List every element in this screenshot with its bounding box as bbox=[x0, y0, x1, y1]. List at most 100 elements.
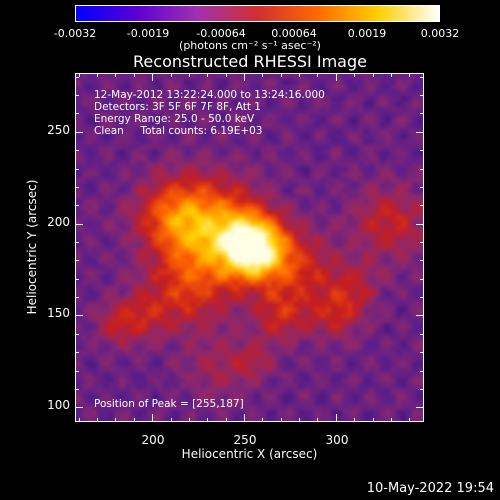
axis-tick bbox=[75, 278, 79, 280]
colorbar-tick: 0.0032 bbox=[420, 27, 460, 40]
axis-tick bbox=[420, 297, 424, 299]
annotation-peak: Position of Peak = [255,187] bbox=[94, 398, 244, 410]
axis-tick bbox=[170, 418, 172, 422]
axis-tick bbox=[280, 73, 282, 77]
axis-tick bbox=[299, 418, 301, 422]
axis-tick bbox=[409, 73, 411, 77]
x-axis-label: Heliocentric X (arcsec) bbox=[181, 447, 318, 461]
axis-tick bbox=[390, 73, 392, 77]
axis-tick bbox=[390, 418, 392, 422]
heatmap-image bbox=[76, 74, 423, 421]
axis-tick bbox=[416, 407, 424, 409]
axis-tick bbox=[75, 297, 79, 299]
axis-tick bbox=[225, 418, 227, 422]
annotation-detectors: Detectors: 3F 5F 6F 7F 8F, Att 1 bbox=[94, 101, 261, 113]
axis-tick bbox=[115, 418, 117, 422]
axis-tick bbox=[420, 333, 424, 335]
axis-tick bbox=[75, 76, 79, 78]
axis-tick bbox=[75, 388, 79, 390]
x-tick-label: 300 bbox=[325, 433, 349, 447]
axis-tick bbox=[420, 278, 424, 280]
axis-tick bbox=[416, 223, 424, 225]
axis-tick bbox=[420, 95, 424, 97]
axis-tick bbox=[243, 414, 245, 422]
x-tick-label: 250 bbox=[233, 433, 257, 447]
axis-tick bbox=[75, 352, 79, 354]
axis-tick bbox=[420, 370, 424, 372]
y-tick-label: 100 bbox=[47, 398, 70, 412]
annotation-energy: Energy Range: 25.0 - 50.0 keV bbox=[94, 113, 255, 125]
axis-tick bbox=[78, 73, 80, 77]
colorbar-tick: 0.00064 bbox=[271, 27, 317, 40]
axis-tick bbox=[243, 73, 245, 81]
axis-tick bbox=[420, 260, 424, 262]
axis-tick bbox=[75, 241, 79, 243]
colorbar-units: (photons cm⁻² s⁻¹ asec⁻²) bbox=[179, 39, 321, 52]
y-tick-label: 200 bbox=[47, 215, 70, 229]
axis-tick bbox=[335, 73, 337, 81]
axis-tick bbox=[420, 168, 424, 170]
axis-tick bbox=[420, 388, 424, 390]
axis-tick bbox=[78, 418, 80, 422]
axis-tick bbox=[354, 73, 356, 77]
colorbar-tick: -0.00064 bbox=[196, 27, 246, 40]
chart-title: Reconstructed RHESSI Image bbox=[133, 52, 367, 71]
y-axis-label: Heliocentric Y (arcsec) bbox=[25, 179, 39, 315]
axis-tick bbox=[133, 418, 135, 422]
axis-tick bbox=[372, 418, 374, 422]
axis-tick bbox=[317, 73, 319, 77]
axis-tick bbox=[207, 418, 209, 422]
axis-tick bbox=[299, 73, 301, 77]
annotation-time: 12-May-2012 13:22:24.000 to 13:24:16.000 bbox=[94, 89, 325, 101]
axis-tick bbox=[75, 95, 79, 97]
axis-tick bbox=[152, 73, 154, 81]
axis-tick bbox=[372, 73, 374, 77]
footer-date: 10-May-2022 19:54 bbox=[366, 481, 494, 496]
axis-tick bbox=[97, 418, 99, 422]
axis-tick bbox=[75, 370, 79, 372]
axis-tick bbox=[75, 260, 79, 262]
axis-tick bbox=[420, 186, 424, 188]
axis-tick bbox=[354, 418, 356, 422]
axis-tick bbox=[97, 73, 99, 77]
axis-tick bbox=[262, 73, 264, 77]
axis-tick bbox=[170, 73, 172, 77]
annotation-counts: Clean Total counts: 6.19E+03 bbox=[94, 125, 263, 137]
axis-tick bbox=[152, 414, 154, 422]
plot-area: 12-May-2012 13:22:24.000 to 13:24:16.000… bbox=[75, 73, 424, 422]
axis-tick bbox=[75, 150, 79, 152]
axis-tick bbox=[75, 315, 83, 317]
axis-tick bbox=[75, 223, 83, 225]
axis-tick bbox=[420, 352, 424, 354]
axis-tick bbox=[207, 73, 209, 77]
axis-tick bbox=[225, 73, 227, 77]
axis-tick bbox=[420, 113, 424, 115]
axis-tick bbox=[420, 150, 424, 152]
axis-tick bbox=[420, 205, 424, 207]
y-tick-label: 150 bbox=[47, 306, 70, 320]
axis-tick bbox=[420, 76, 424, 78]
axis-tick bbox=[75, 168, 79, 170]
axis-tick bbox=[75, 113, 79, 115]
axis-tick bbox=[317, 418, 319, 422]
axis-tick bbox=[335, 414, 337, 422]
y-tick-label: 250 bbox=[47, 123, 70, 137]
axis-tick bbox=[280, 418, 282, 422]
colorbar-tick: -0.0019 bbox=[126, 27, 170, 40]
axis-tick bbox=[188, 73, 190, 77]
axis-tick bbox=[416, 315, 424, 317]
axis-tick bbox=[188, 418, 190, 422]
axis-tick bbox=[115, 73, 117, 77]
axis-tick bbox=[262, 418, 264, 422]
axis-tick bbox=[75, 333, 79, 335]
colorbar bbox=[75, 5, 440, 22]
axis-tick bbox=[75, 186, 79, 188]
colorbar-tick: -0.0032 bbox=[53, 27, 97, 40]
axis-tick bbox=[416, 131, 424, 133]
axis-tick bbox=[409, 418, 411, 422]
colorbar-tick: 0.0019 bbox=[347, 27, 387, 40]
x-tick-label: 200 bbox=[141, 433, 165, 447]
axis-tick bbox=[420, 241, 424, 243]
axis-tick bbox=[75, 131, 83, 133]
axis-tick bbox=[133, 73, 135, 77]
